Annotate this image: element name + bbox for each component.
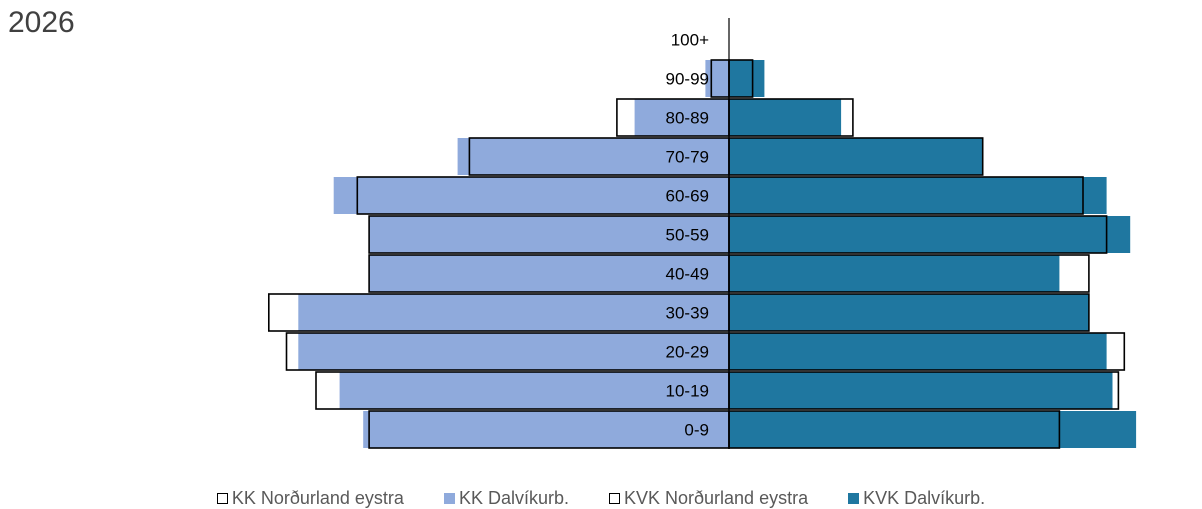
bar-kvk-dalv-kurb--50-59	[729, 216, 1131, 253]
legend-item: KK Dalvíkurb.	[443, 488, 569, 509]
category-label-10-19: 10-19	[666, 382, 709, 401]
bar-kvk-dalv-kurb--80-89	[729, 99, 842, 136]
category-label-20-29: 20-29	[666, 343, 709, 362]
category-label-50-59: 50-59	[666, 226, 709, 245]
category-label-70-79: 70-79	[666, 148, 709, 167]
category-label-30-39: 30-39	[666, 304, 709, 323]
legend-item: KVK Norðurland eystra	[609, 488, 808, 509]
bar-kk-dalv-kurb--0-9	[363, 411, 729, 448]
category-label-90-99: 90-99	[666, 70, 709, 89]
filled-bars-layer	[298, 60, 1137, 448]
bar-kvk-dalv-kurb--40-49	[729, 255, 1060, 292]
bar-kvk-dalv-kurb--20-29	[729, 333, 1107, 370]
legend-swatch	[609, 493, 620, 504]
bar-kk-dalv-kurb--80-89	[634, 99, 729, 136]
category-label-60-69: 60-69	[666, 187, 709, 206]
legend-item: KVK Dalvíkurb.	[848, 488, 985, 509]
category-label-80-89: 80-89	[666, 109, 709, 128]
bar-kk-dalv-kurb--40-49	[369, 255, 729, 292]
legend-label: KVK Dalvíkurb.	[863, 488, 986, 508]
bar-kk-dalv-kurb--70-79	[457, 138, 729, 175]
legend-label: KK Norðurland eystra	[231, 488, 404, 508]
bar-kk-dalv-kurb--50-59	[369, 216, 729, 253]
legend-swatch	[443, 493, 455, 504]
bar-kvk-dalv-kurb--70-79	[729, 138, 983, 175]
legend: KK Norðurland eystra KK Dalvíkurb. KVK Nor…	[0, 488, 1202, 509]
bar-kvk-dalv-kurb--90-99	[729, 60, 765, 97]
bar-kk-dalv-kurb--60-69	[333, 177, 729, 214]
chart-title: 2026	[8, 6, 75, 39]
bar-kk-dalv-kurb--10-19	[339, 372, 729, 409]
legend-item: KK Norðurland eystra	[216, 488, 404, 509]
legend-label: KK Dalvíkurb.	[458, 488, 569, 508]
bar-kvk-dalv-kurb--0-9	[729, 411, 1137, 448]
bar-kvk-dalv-kurb--60-69	[729, 177, 1107, 214]
bar-kk-dalv-kurb--20-29	[298, 333, 729, 370]
legend-swatch	[216, 493, 228, 504]
category-label-0-9: 0-9	[684, 421, 709, 440]
legend-label: KVK Norðurland eystra	[624, 488, 809, 508]
bar-kk-dalv-kurb--30-39	[298, 294, 729, 331]
bar-kvk-dalv-kurb--30-39	[729, 294, 1089, 331]
legend-swatch	[848, 493, 860, 504]
category-labels-layer: 0-9 10-19 20-29 30-39 40-49 50-59 60-69 70-79 80…	[666, 31, 710, 440]
category-label-100+: 100+	[671, 31, 709, 50]
category-label-40-49: 40-49	[666, 265, 709, 284]
bar-kvk-dalv-kurb--10-19	[729, 372, 1113, 409]
